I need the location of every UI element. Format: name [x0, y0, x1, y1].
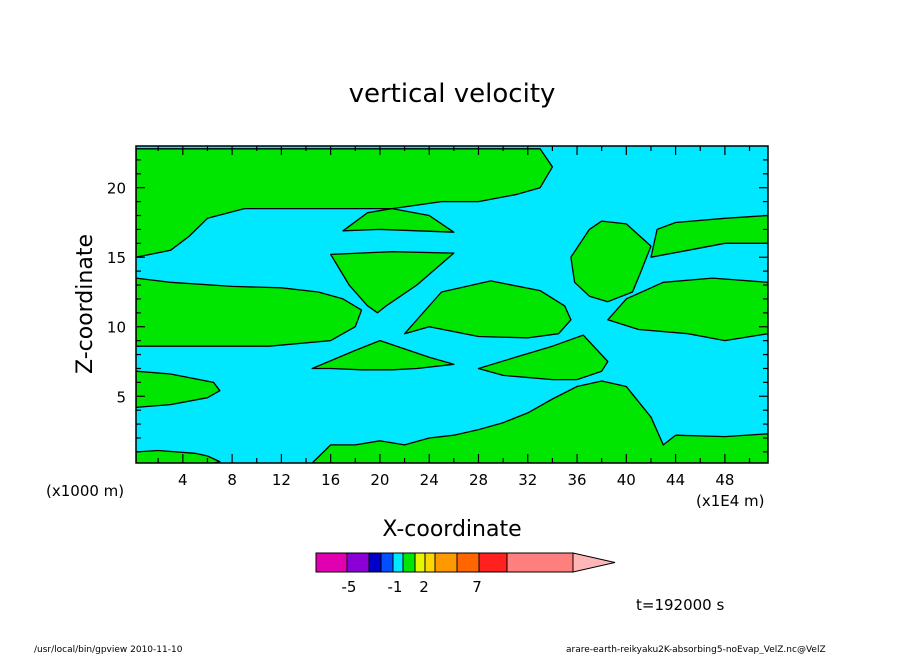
colorbar: [315, 552, 616, 573]
contour-region-11: [477, 334, 609, 381]
contour-region-4: [330, 251, 455, 314]
x-tick-label: 32: [518, 471, 537, 489]
contour-region-1: [136, 370, 221, 409]
colorbar-swatch: [424, 552, 436, 573]
colorbar-swatch: [478, 552, 508, 573]
y-axis-label: Z-coordinate: [73, 234, 98, 374]
x-tick-label: 16: [321, 471, 340, 489]
x-tick-label: 44: [666, 471, 685, 489]
chart-title: vertical velocity: [349, 79, 556, 109]
x-unit-left: (x1000 m): [46, 482, 124, 500]
colorbar-ticks: -5 -1 2 7: [342, 578, 482, 596]
colorbar-swatch: [368, 552, 382, 573]
contour-region-6: [403, 280, 572, 339]
contour-regions: [136, 148, 768, 463]
y-tick-label: 5: [116, 388, 126, 406]
y-tick-label: 10: [107, 319, 126, 337]
colorbar-swatch: [402, 552, 416, 573]
y-axis: 5 10 15 20: [107, 159, 768, 453]
colorbar-tick-label: -5: [342, 578, 357, 596]
x-tick-label: 12: [272, 471, 291, 489]
y-tick-label: 15: [107, 249, 126, 267]
x-tick-label: 28: [469, 471, 488, 489]
x-tick-label: 4: [178, 471, 188, 489]
contour-region-0: [136, 449, 221, 463]
contour-region-9: [650, 214, 768, 258]
contour-region-3: [136, 148, 554, 258]
contour-region-12: [311, 380, 768, 463]
contour-region-10: [607, 277, 768, 342]
x-tick-label: 20: [370, 471, 389, 489]
colorbar-tick-label: 2: [419, 578, 429, 596]
x-axis: 4 8 12 16 20 24 28 32 36 40 44 48: [157, 146, 751, 489]
colorbar-arrow: [572, 552, 616, 573]
colorbar-swatch: [414, 552, 426, 573]
colorbar-swatch: [506, 552, 574, 573]
footer-right: arare-earth-reikyaku2K-absorbing5-noEvap…: [566, 645, 826, 654]
x-tick-label: 36: [567, 471, 586, 489]
colorbar-tick-label: 7: [472, 578, 482, 596]
x-tick-label: 48: [715, 471, 734, 489]
contour-region-2: [136, 277, 363, 347]
colorbar-swatch: [456, 552, 480, 573]
x-tick-label: 24: [420, 471, 439, 489]
x-axis-label: X-coordinate: [382, 517, 521, 542]
colorbar-swatch: [346, 552, 370, 573]
time-label: t=192000 s: [636, 596, 724, 614]
x-tick-label: 8: [227, 471, 237, 489]
y-tick-label: 20: [107, 180, 126, 198]
x-unit-right: (x1E4 m): [696, 492, 765, 510]
colorbar-swatch: [392, 552, 404, 573]
colorbar-swatch: [434, 552, 458, 573]
colorbar-swatch: [380, 552, 394, 573]
colorbar-swatch: [315, 552, 348, 573]
footer-left: /usr/local/bin/gpview 2010-11-10: [34, 645, 183, 654]
plot-frame: [135, 145, 769, 464]
contour-region-7: [311, 339, 455, 371]
x-tick-label: 40: [617, 471, 636, 489]
contour-region-8: [570, 220, 652, 303]
colorbar-tick-label: -1: [388, 578, 403, 596]
contour-region-5: [342, 207, 455, 233]
